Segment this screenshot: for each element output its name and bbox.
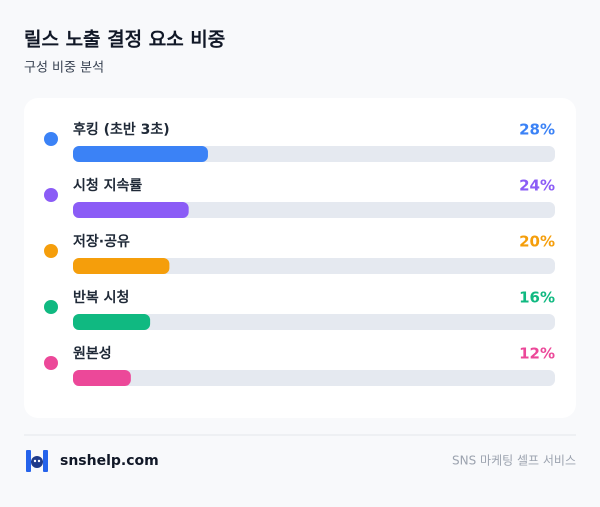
logo-eye bbox=[37, 459, 41, 463]
logo bbox=[26, 450, 48, 472]
value-label: 12% bbox=[519, 345, 555, 363]
value-label: 20% bbox=[519, 233, 555, 251]
legend-dot bbox=[44, 244, 58, 258]
legend-dot bbox=[44, 132, 58, 146]
value-label: 28% bbox=[519, 121, 555, 139]
category-label: 후킹 (초반 3초) bbox=[73, 121, 170, 138]
bar-track bbox=[73, 202, 555, 218]
legend-dot bbox=[44, 356, 58, 370]
logo-eye bbox=[33, 459, 37, 463]
bar bbox=[73, 202, 189, 218]
bar-track bbox=[73, 258, 555, 274]
bar bbox=[73, 370, 131, 386]
logo-face bbox=[31, 456, 43, 468]
legend-dot bbox=[44, 300, 58, 314]
bar bbox=[73, 314, 151, 330]
value-label: 16% bbox=[519, 289, 555, 307]
chart-subtitle: 구성 비중 분석 bbox=[24, 61, 104, 76]
category-label: 반복 시청 bbox=[73, 289, 129, 306]
legend-dot bbox=[44, 188, 58, 202]
logo-bar bbox=[26, 450, 31, 472]
brand: snshelp.com bbox=[60, 453, 159, 469]
bar-track bbox=[73, 314, 555, 330]
bar bbox=[73, 258, 170, 274]
value-label: 24% bbox=[519, 177, 555, 195]
category-label: 원본성 bbox=[73, 346, 112, 362]
category-label: 시청 지속률 bbox=[73, 177, 142, 194]
bar bbox=[73, 146, 208, 162]
logo-bar bbox=[43, 450, 48, 472]
bars: 후킹 (초반 3초) 28% 시청 지속률 24% 저장·공유 20% 반복 시청 16% 원본… bbox=[44, 121, 555, 386]
bar-track bbox=[73, 370, 555, 386]
tagline: SNS 마케팅 셀프 서비스 bbox=[452, 454, 576, 468]
category-label: 저장·공유 bbox=[73, 233, 130, 250]
chart-title: 릴스 노출 결정 요소 비중 bbox=[24, 29, 225, 51]
